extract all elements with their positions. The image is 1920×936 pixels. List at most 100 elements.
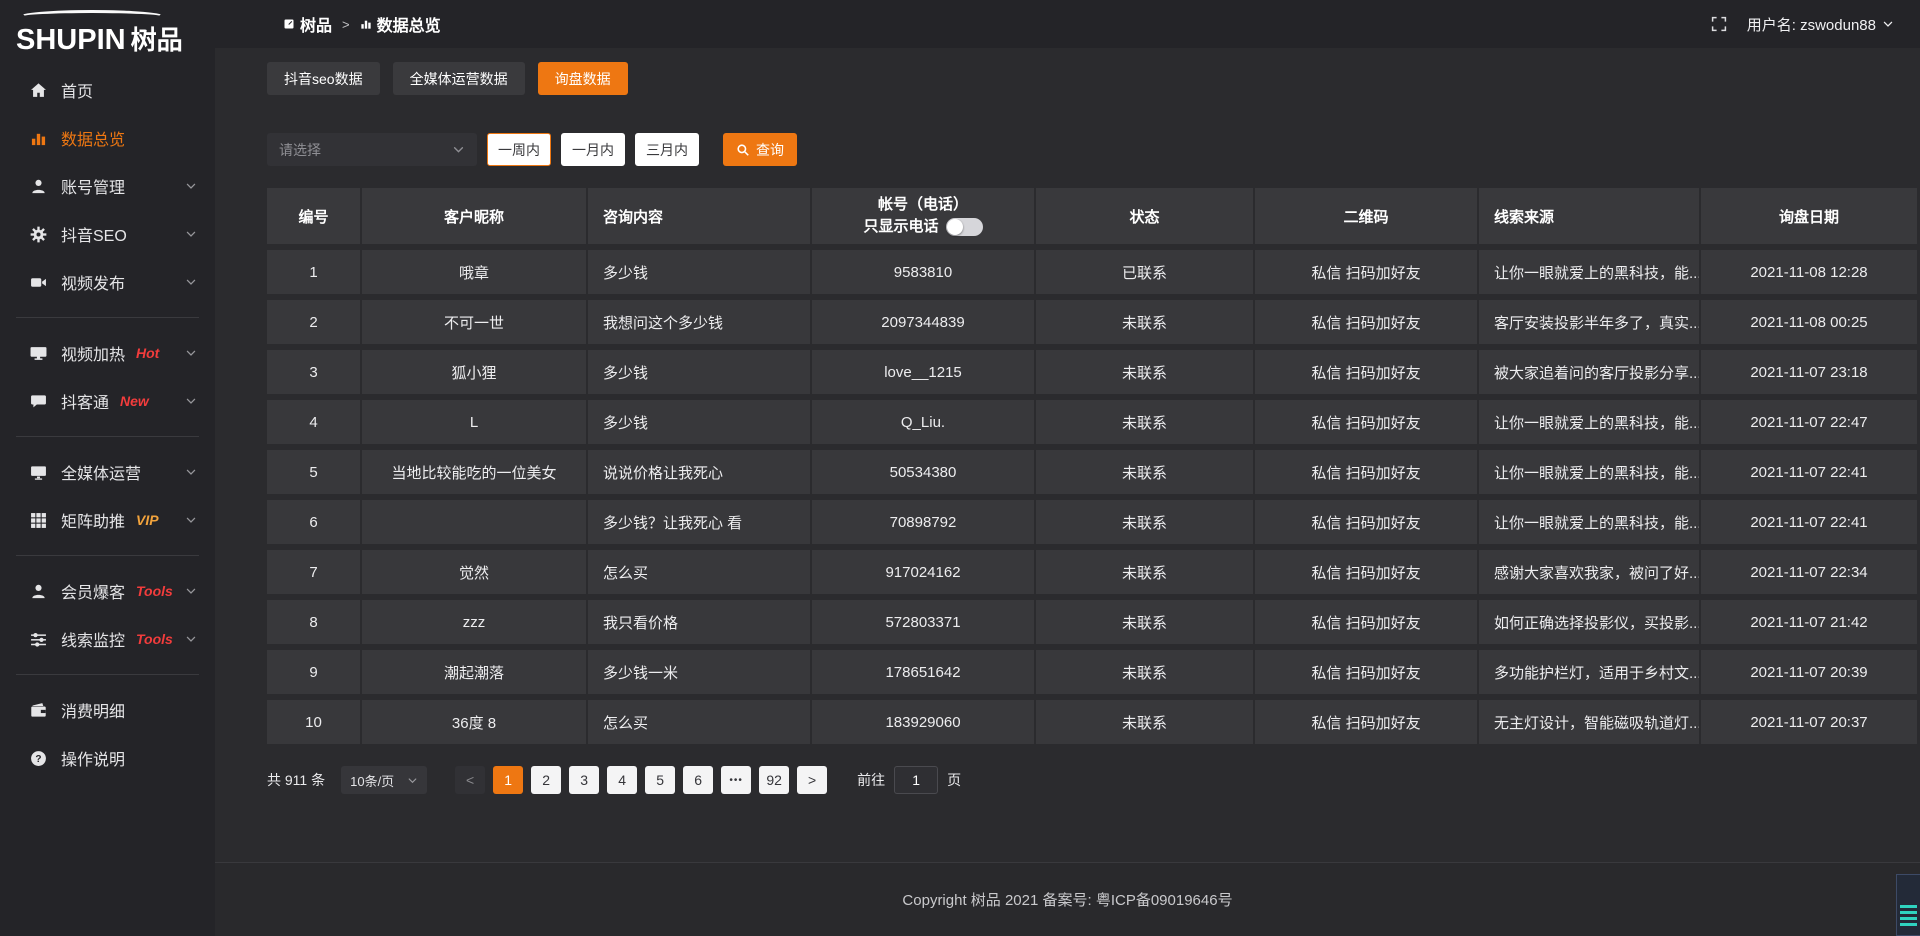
sidebar-item-consume-detail[interactable]: 消费明细 (0, 686, 215, 734)
sidebar-item-member-baoke[interactable]: 会员爆客 Tools (0, 567, 215, 615)
source-link[interactable]: 无主灯设计，智能磁吸轨道灯... (1479, 700, 1699, 744)
sidebar-item-data-overview[interactable]: 数据总览 (0, 114, 215, 162)
page-button-2[interactable]: 2 (531, 766, 562, 794)
qrcode-link[interactable]: 私信 扫码加好友 (1255, 400, 1477, 444)
qrcode-link[interactable]: 私信 扫码加好友 (1255, 700, 1477, 744)
chevron-down-icon (185, 466, 197, 478)
column-header-nickname: 客户昵称 (362, 188, 586, 244)
user-menu[interactable]: 用户名: zswodun88 (1747, 14, 1894, 35)
qrcode-link[interactable]: 私信 扫码加好友 (1255, 650, 1477, 694)
sidebar-item-douketong[interactable]: 抖客通 New (0, 377, 215, 425)
page-button-3[interactable]: 3 (569, 766, 600, 794)
cell-date: 2021-11-08 12:28 (1701, 250, 1917, 294)
cell-nickname: 狐小狸 (362, 350, 586, 394)
cell-no: 10 (267, 700, 360, 744)
range-quarter-button[interactable]: 三月内 (635, 133, 699, 166)
cell-date: 2021-11-07 22:47 (1701, 400, 1917, 444)
qrcode-link[interactable]: 私信 扫码加好友 (1255, 300, 1477, 344)
source-link[interactable]: 让你一眼就爱上的黑科技，能... (1479, 450, 1699, 494)
cell-account: 917024162 (812, 550, 1034, 594)
range-month-button[interactable]: 一月内 (561, 133, 625, 166)
sidebar-item-badge: VIP (136, 512, 159, 528)
table-row: 7 觉然 怎么买 917024162 未联系 私信 扫码加好友 感谢大家喜欢我家，被问了好.… (267, 550, 1917, 594)
footer: Copyright 树品 2021 备案号: 粤ICP备09019646号 (215, 862, 1920, 936)
floating-widget[interactable] (1896, 874, 1920, 936)
source-link[interactable]: 让你一眼就爱上的黑科技，能... (1479, 400, 1699, 444)
source-link[interactable]: 让你一眼就爱上的黑科技，能... (1479, 500, 1699, 544)
sidebar-item-video-publish[interactable]: 视频发布 (0, 258, 215, 306)
breadcrumb-root[interactable]: 树品 (283, 12, 332, 36)
range-week-button[interactable]: 一周内 (487, 133, 551, 166)
source-link[interactable]: 如何正确选择投影仪，买投影... (1479, 600, 1699, 644)
page-prev-button[interactable]: < (455, 766, 486, 794)
qrcode-link[interactable]: 私信 扫码加好友 (1255, 600, 1477, 644)
sidebar-item-media-ops[interactable]: 全媒体运营 (0, 448, 215, 496)
sidebar-item-matrix-boost[interactable]: 矩阵助推 VIP (0, 496, 215, 544)
page-button-4[interactable]: 4 (607, 766, 638, 794)
table-row: 4 L 多少钱 Q_Liu. 未联系 私信 扫码加好友 让你一眼就爱上的黑科技，能... 20… (267, 400, 1917, 444)
qrcode-link[interactable]: 私信 扫码加好友 (1255, 350, 1477, 394)
fullscreen-icon[interactable] (1711, 16, 1727, 32)
sidebar-item-badge: New (120, 393, 149, 409)
cell-status: 未联系 (1036, 650, 1253, 694)
qrcode-link[interactable]: 私信 扫码加好友 (1255, 250, 1477, 294)
sidebar-item-home[interactable]: 首页 (0, 66, 215, 114)
username-label: 用户名: zswodun88 (1746, 16, 1876, 34)
source-link[interactable]: 被大家追着问的客厅投影分享... (1479, 350, 1699, 394)
qrcode-link[interactable]: 私信 扫码加好友 (1255, 450, 1477, 494)
source-link[interactable]: 多功能护栏灯，适用于乡村文... (1479, 650, 1699, 694)
tab-douyin-seo-data[interactable]: 抖音seo数据 (267, 62, 380, 95)
sidebar-item-label: 会员爆客 (61, 585, 126, 602)
filter-select[interactable]: 请选择 (267, 133, 477, 166)
tab-inquiry-data[interactable]: 询盘数据 (537, 62, 628, 95)
logo[interactable]: SHUPIN 树品 (0, 0, 215, 62)
sidebar-item-clue-monitor[interactable]: 线索监控 Tools (0, 615, 215, 663)
phone-only-row: 只显示电话 (820, 217, 1026, 237)
topbar-right: 用户名: zswodun88 (1711, 14, 1894, 35)
qrcode-link[interactable]: 私信 扫码加好友 (1255, 550, 1477, 594)
chevron-down-icon (185, 585, 197, 597)
sidebar-item-account-manage[interactable]: 账号管理 (0, 162, 215, 210)
source-link[interactable]: 感谢大家喜欢我家，被问了好... (1479, 550, 1699, 594)
goto-page-input[interactable] (894, 766, 939, 794)
page-button-92[interactable]: 92 (759, 766, 790, 794)
cell-no: 5 (267, 450, 360, 494)
filter-select-placeholder: 请选择 (279, 141, 321, 158)
source-link[interactable]: 让你一眼就爱上的黑科技，能... (1479, 250, 1699, 294)
chevron-down-icon (407, 775, 418, 786)
page-ellipsis-button[interactable]: ••• (721, 766, 752, 794)
cell-status: 未联系 (1036, 700, 1253, 744)
sidebar-item-label: 全媒体运营 (61, 466, 142, 483)
page-button-1[interactable]: 1 (493, 766, 524, 794)
page-button-6[interactable]: 6 (683, 766, 714, 794)
phone-only-toggle[interactable] (945, 218, 983, 236)
tab-media-ops-data[interactable]: 全媒体运营数据 (392, 62, 525, 95)
cell-status: 未联系 (1036, 400, 1253, 444)
goto-label: 前往 (857, 772, 886, 788)
breadcrumb-current[interactable]: 数据总览 (360, 12, 441, 36)
breadcrumb-root-label: 树品 (300, 18, 333, 35)
user-icon (30, 178, 47, 195)
cell-nickname: 潮起潮落 (362, 650, 586, 694)
goto-page: 前往 页 (857, 766, 961, 794)
cell-no: 7 (267, 550, 360, 594)
query-button[interactable]: 查询 (723, 133, 797, 166)
cell-date: 2021-11-08 00:25 (1701, 300, 1917, 344)
page-button-5[interactable]: 5 (645, 766, 676, 794)
source-link[interactable]: 客厅安装投影半年多了，真实... (1479, 300, 1699, 344)
cell-nickname: 36度 8 (362, 700, 586, 744)
sidebar-item-operation-guide[interactable]: ? 操作说明 (0, 734, 215, 782)
sidebar-item-label: 视频加热 (61, 347, 126, 364)
qrcode-link[interactable]: 私信 扫码加好友 (1255, 500, 1477, 544)
cell-date: 2021-11-07 23:18 (1701, 350, 1917, 394)
table-row: 8 zzz 我只看价格 572803371 未联系 私信 扫码加好友 如何正确选择投影仪，买… (267, 600, 1917, 644)
sidebar-item-label: 抖音SEO (61, 228, 127, 245)
page-next-button[interactable]: > (797, 766, 828, 794)
sidebar-item-video-heat[interactable]: 视频加热 Hot (0, 329, 215, 377)
page-size-select[interactable]: 10条/页 (341, 766, 428, 794)
main-content: 抖音seo数据 全媒体运营数据 询盘数据 请选择 一周内 一月内 三月内 查询 编号 客户… (215, 48, 1920, 936)
chat-icon (30, 393, 47, 410)
cell-status: 未联系 (1036, 450, 1253, 494)
logo-brand: SHUPIN (16, 24, 126, 56)
sidebar-item-douyin-seo[interactable]: 抖音SEO (0, 210, 215, 258)
